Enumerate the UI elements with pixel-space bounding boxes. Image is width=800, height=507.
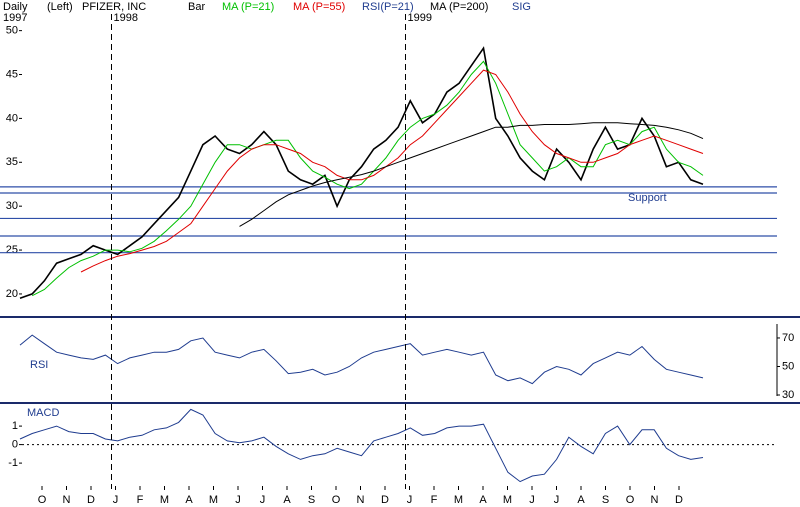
x-tick-label: J (113, 494, 119, 506)
y-tick-label: 30 (782, 389, 794, 401)
y-tick-label: 45 (6, 68, 18, 80)
y-tick-label: 70 (782, 332, 794, 344)
y-tick-label: -1 (8, 457, 18, 469)
y-tick-label: 1 (12, 420, 18, 432)
panel-label: RSI (30, 359, 48, 371)
side: (Left) (47, 1, 73, 13)
x-tick-label: J (529, 494, 535, 506)
x-tick-label: J (407, 494, 413, 506)
x-tick-label: D (381, 494, 389, 506)
x-tick-label: F (431, 494, 438, 506)
year-label: 1997 (3, 12, 27, 24)
y-tick-label: 50 (782, 360, 794, 372)
x-tick-label: A (479, 494, 487, 506)
chart-title: PFIZER, INC (82, 1, 146, 13)
x-tick-label: S (308, 494, 315, 506)
x-tick-label: J (235, 494, 241, 506)
y-tick-label: 50 (6, 25, 18, 37)
x-tick-label: F (137, 494, 144, 506)
annotation: Support (628, 192, 667, 204)
y-tick-label: 40 (6, 112, 18, 124)
x-tick-label: O (38, 494, 47, 506)
x-tick-label: D (87, 494, 95, 506)
series-line (19, 46, 704, 300)
y-tick-label: 35 (6, 156, 18, 168)
legend-entry: MA (P=200) (430, 1, 488, 13)
x-tick-label: M (160, 494, 169, 506)
y-tick-label: 0 (12, 439, 18, 451)
x-tick-label: N (651, 494, 659, 506)
y-tick-label: 20 (6, 288, 18, 300)
series-line (19, 334, 704, 385)
x-tick-label: N (357, 494, 365, 506)
x-tick-label: A (577, 494, 585, 506)
series-line (19, 408, 704, 483)
legend-entry: Bar (188, 1, 205, 13)
x-tick-label: J (554, 494, 560, 506)
x-tick-label: O (332, 494, 341, 506)
x-tick-label: O (626, 494, 635, 506)
series-line (239, 122, 704, 227)
y-tick-label: 30 (6, 200, 18, 212)
y-tick-label: 25 (6, 244, 18, 256)
legend-entry: SIG (512, 1, 531, 13)
x-tick-label: N (63, 494, 71, 506)
x-tick-label: J (260, 494, 266, 506)
year-label: 1999 (408, 12, 432, 24)
period: Daily (3, 1, 28, 13)
x-tick-label: A (185, 494, 193, 506)
series-line (80, 69, 704, 273)
x-tick-label: D (675, 494, 683, 506)
legend-entry: MA (P=55) (293, 1, 345, 13)
x-tick-label: A (283, 494, 291, 506)
x-tick-label: M (454, 494, 463, 506)
x-tick-label: M (503, 494, 512, 506)
year-label: 1998 (114, 12, 138, 24)
legend-entry: MA (P=21) (222, 1, 274, 13)
x-tick-label: S (602, 494, 609, 506)
x-tick-label: M (209, 494, 218, 506)
panel-label: MACD (27, 407, 59, 419)
legend-entry: RSI(P=21) (362, 1, 414, 13)
